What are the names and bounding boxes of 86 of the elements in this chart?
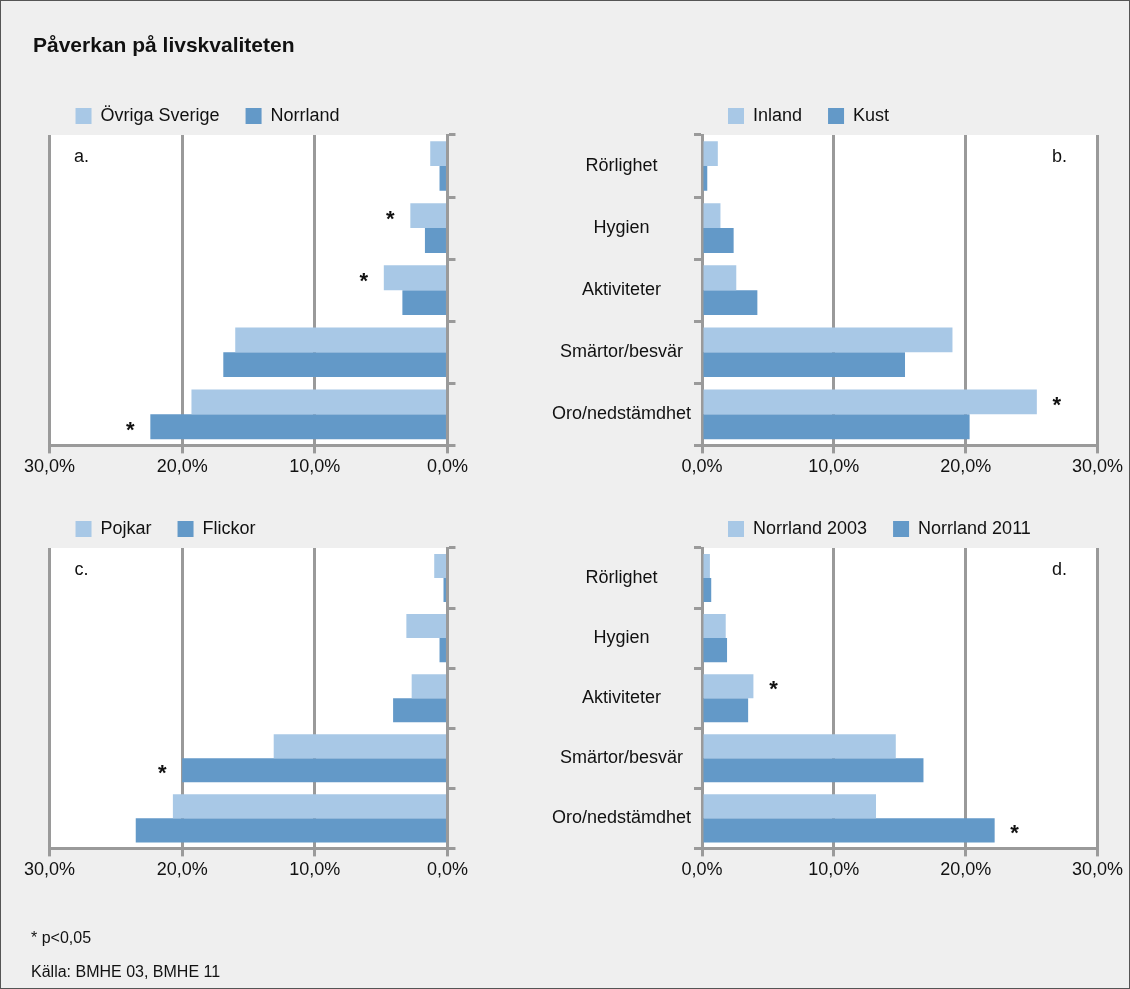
bar (383, 265, 446, 291)
text: * p<0,05 (31, 928, 93, 948)
y-tick-label: Smärtor/besvär (559, 747, 683, 768)
legend-label: Pojkar (100, 517, 152, 538)
x-tick-label: 30,0% (24, 456, 76, 477)
bar (703, 414, 970, 440)
bar (703, 389, 1037, 415)
y-tick-label: Aktiviteter (581, 279, 661, 300)
text: Källa: BMHE 03, BMHE 11 (31, 962, 221, 982)
annotation: b. (1051, 145, 1067, 166)
bar (411, 674, 446, 699)
legend-label: Kust (853, 104, 890, 125)
bar (402, 290, 446, 316)
x-tick-label: 20,0% (156, 859, 208, 880)
bar (703, 141, 718, 167)
legend-label: Norrland 2003 (753, 517, 868, 538)
chart-title: Påverkan på livskvaliteten (33, 33, 295, 57)
x-tick-label: 10,0% (808, 456, 860, 477)
annotation: * (386, 205, 396, 231)
bar (703, 698, 749, 723)
bar (406, 614, 446, 639)
legend-label: Flickor (202, 517, 256, 538)
bar (135, 818, 446, 843)
annotation: * (1052, 392, 1062, 418)
bar (235, 327, 446, 353)
bar (393, 698, 446, 723)
annotation: * (126, 416, 136, 442)
x-tick-label: 30,0% (24, 859, 76, 880)
bar (703, 203, 721, 229)
bar (703, 674, 754, 699)
bar (191, 389, 446, 415)
legend-label: Övriga Sverige (100, 104, 220, 125)
y-tick-label: Rörlighet (585, 567, 658, 588)
bar (172, 794, 446, 819)
x-tick-label: 10,0% (289, 456, 341, 477)
x-tick-label: 10,0% (289, 859, 341, 880)
x-tick-label: 30,0% (1071, 456, 1123, 477)
x-tick-label: 30,0% (1071, 859, 1123, 880)
bar (703, 758, 924, 783)
y-tick-label: Smärtor/besvär (559, 341, 683, 362)
x-tick-label: 0,0% (681, 859, 723, 880)
bar (703, 228, 734, 253)
annotation: * (769, 676, 779, 702)
bar (424, 228, 446, 253)
bar (703, 327, 953, 353)
annotation: d. (1051, 558, 1067, 579)
y-tick-label: Rörlighet (585, 155, 658, 176)
bar (703, 734, 896, 759)
legend-label: Norrland (270, 104, 340, 125)
bar (430, 141, 446, 167)
bar (439, 638, 446, 663)
bar (439, 166, 446, 191)
bar (703, 352, 906, 378)
x-tick-label: 0,0% (426, 859, 468, 880)
x-tick-label: 10,0% (808, 859, 860, 880)
annotation: a. (74, 145, 90, 166)
annotation: * (1010, 820, 1020, 846)
bar (703, 614, 726, 639)
annotation: c. (74, 558, 89, 579)
y-tick-label: Hygien (593, 627, 650, 648)
y-tick-label: Hygien (593, 217, 650, 238)
bar (703, 638, 728, 663)
y-tick-label: Oro/nedstämdhet (551, 403, 691, 424)
bar (410, 203, 446, 229)
bar (150, 414, 446, 440)
bar (703, 554, 710, 579)
bar (703, 818, 995, 843)
bar (703, 794, 877, 819)
bar (434, 554, 446, 579)
bar (703, 265, 737, 291)
bar (703, 290, 758, 316)
x-tick-label: 20,0% (156, 456, 208, 477)
x-tick-label: 20,0% (940, 456, 992, 477)
legend-label: Inland (753, 104, 803, 125)
y-tick-label: Oro/nedstämdhet (551, 807, 691, 828)
x-tick-label: 20,0% (940, 859, 992, 880)
bar (703, 578, 712, 603)
bar (273, 734, 446, 759)
x-tick-label: 0,0% (426, 456, 468, 477)
y-tick-label: Aktiviteter (581, 687, 661, 708)
bar (223, 352, 446, 378)
x-tick-label: 0,0% (681, 456, 723, 477)
legend-label: Norrland 2011 (918, 517, 1031, 538)
annotation: * (359, 267, 369, 293)
annotation: * (157, 760, 167, 786)
bar (182, 758, 446, 783)
